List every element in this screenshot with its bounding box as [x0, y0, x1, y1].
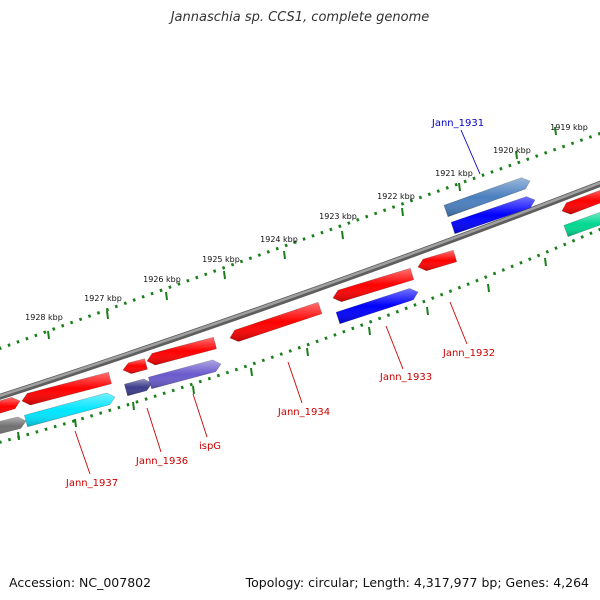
gene-arrow-red-shading — [333, 268, 414, 302]
scale-tick-mark — [487, 283, 490, 293]
gene-arrow-purple-shading — [148, 360, 221, 389]
lower-scale-arc — [0, 227, 600, 444]
scale-tick-mark — [458, 182, 461, 192]
scale-tick-mark — [341, 230, 344, 240]
scale-tick-label: 1922 kbp — [377, 192, 415, 201]
scale-tick-label: 1927 kbp — [84, 294, 122, 303]
scale-tick-mark — [368, 326, 371, 336]
scale-tick-mark — [132, 401, 135, 411]
scale-tick-mark — [544, 257, 547, 267]
gene-label[interactable]: Jann_1933 — [379, 372, 432, 383]
scale-tick-label: 1919 kbp — [550, 123, 588, 132]
gene-arrow-steelblue-shading — [444, 177, 530, 217]
scale-tick-label: 1921 kbp — [435, 169, 473, 178]
gene-label[interactable]: ispG — [199, 441, 221, 452]
scale-tick-label: 1923 kbp — [319, 212, 357, 221]
gene-label[interactable]: Jann_1937 — [65, 478, 118, 489]
gene-arrow-red-shading — [418, 250, 457, 271]
gene-arrow-red-shading — [0, 397, 20, 414]
gene-label-leader — [74, 430, 91, 475]
scale-tick-mark — [223, 270, 226, 280]
gene-arrow-red-shading — [123, 358, 148, 374]
scale-tick-mark — [426, 306, 429, 316]
scale-tick-mark — [74, 418, 77, 428]
gene-label[interactable]: Jann_1934 — [277, 407, 330, 418]
scale-tick-mark — [250, 367, 253, 377]
genome-summary-text: Topology: circular; Length: 4,317,977 bp… — [245, 575, 589, 590]
scale-tick-mark — [17, 431, 20, 441]
gene-arrow-blue-shading — [451, 196, 535, 234]
gene-label-leader — [146, 407, 162, 453]
gene-arrow-red-shading — [22, 372, 112, 405]
scale-tick-mark — [515, 150, 518, 160]
scale-tick-mark — [192, 385, 195, 395]
gene-arrow-blue-shading — [336, 288, 418, 324]
scale-tick-label: 1926 kbp — [143, 275, 181, 284]
scale-tick-mark — [401, 207, 404, 217]
scale-tick-mark — [106, 310, 109, 320]
accession-text: Accession: NC_007802 — [9, 575, 152, 590]
gene-arrow-gray-shading — [0, 416, 26, 434]
gene-arrow-navy-shading — [124, 379, 152, 396]
gene-label[interactable]: Jann_1931 — [431, 118, 484, 129]
scale-tick-label: 1928 kbp — [25, 313, 63, 322]
scale-tick-label: 1925 kbp — [202, 255, 240, 264]
scale-tick-mark — [283, 250, 286, 260]
gene-label-leader — [287, 361, 303, 404]
scale-tick-mark — [47, 330, 50, 340]
gene-label-leader — [192, 393, 208, 438]
gene-label-leader — [385, 325, 404, 370]
gene-label[interactable]: Jann_1936 — [135, 456, 188, 467]
scale-tick-mark — [306, 347, 309, 357]
gene-label[interactable]: Jann_1932 — [442, 348, 495, 359]
gene-arrow-green-shading — [563, 212, 600, 237]
gene-arrow-cyan-shading — [24, 393, 115, 427]
scale-tick-label: 1920 kbp — [493, 146, 531, 155]
scale-tick-mark — [165, 291, 168, 301]
gene-arrow-red-shading — [147, 337, 217, 365]
gene-arrow-red-shading — [230, 302, 322, 342]
gene-label-leader — [449, 301, 468, 345]
scale-tick-mark — [554, 126, 557, 136]
gene-arrow-red-shading — [562, 190, 600, 215]
gene-label-leader — [460, 129, 481, 175]
map-title: Jannaschia sp. CCS1, complete genome — [170, 10, 430, 25]
scale-tick-label: 1924 kbp — [260, 235, 298, 244]
chromosome-backbone-highlight — [0, 181, 600, 398]
